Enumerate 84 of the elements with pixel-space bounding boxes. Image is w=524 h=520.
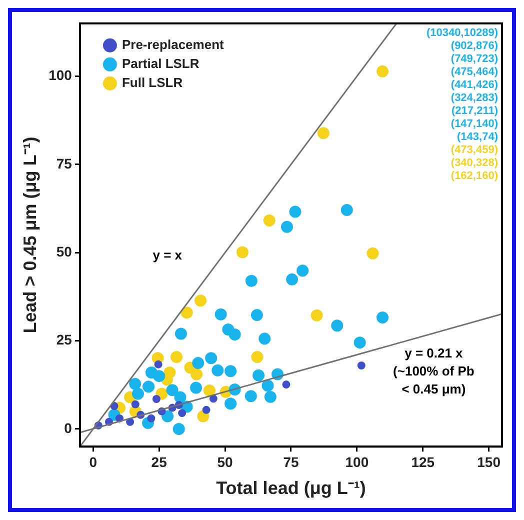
annotation: (162,160)	[450, 170, 498, 182]
y-axis-title: Lead > 0.45 μm (μg L⁻¹)	[20, 136, 40, 334]
y-tick-label: 0	[64, 420, 72, 436]
point	[310, 309, 323, 322]
point	[366, 247, 379, 260]
point	[236, 246, 248, 258]
annotation: (749,723)	[450, 52, 498, 65]
point	[340, 204, 353, 216]
point	[180, 306, 193, 319]
series-label: y = 0.21 x	[404, 345, 464, 360]
x-axis-title: Total lead (μg L⁻¹)	[216, 478, 366, 498]
point	[354, 336, 366, 349]
point	[282, 380, 290, 389]
point	[203, 384, 216, 397]
x-tick-label: 25	[151, 454, 168, 470]
legend-label: Partial LSLR	[122, 56, 200, 71]
point	[264, 390, 276, 403]
point	[192, 357, 204, 370]
point	[357, 361, 366, 370]
point	[296, 264, 309, 277]
legend-label: Pre-replacement	[122, 36, 225, 52]
point	[205, 352, 218, 364]
point	[170, 351, 182, 364]
annotation: (475,464)	[450, 66, 498, 78]
annotation: (10340,10289)	[426, 26, 498, 39]
annotation: (143,74)	[457, 130, 498, 143]
point	[147, 414, 156, 422]
x-tick-label: 75	[283, 454, 299, 470]
annotation: (217,211)	[452, 104, 498, 117]
point	[376, 65, 389, 78]
point	[281, 220, 294, 233]
point	[317, 127, 330, 140]
point	[224, 398, 237, 410]
point	[244, 390, 257, 402]
point	[212, 364, 224, 376]
x-tick-label: 50	[217, 454, 234, 470]
point	[152, 394, 160, 403]
point	[286, 273, 298, 286]
point	[214, 308, 227, 320]
point	[178, 409, 186, 418]
point	[190, 382, 202, 394]
annotation: (473,459)	[450, 144, 498, 156]
point	[202, 406, 210, 414]
x-tick-label: 0	[89, 454, 98, 470]
point	[154, 360, 162, 368]
point	[142, 380, 155, 393]
x-tick-label: 125	[411, 454, 435, 470]
point	[376, 312, 389, 324]
annotation: (324,283)	[450, 92, 498, 104]
point	[164, 366, 176, 379]
annotation: (~100% of Pb < 0.45 μm)	[393, 363, 474, 396]
text: y = x	[152, 248, 183, 263]
x-tick-label: 150	[477, 454, 501, 470]
annotation: (441,426)	[450, 78, 498, 91]
point	[166, 384, 178, 396]
point	[251, 351, 264, 364]
y-tick-label: 50	[56, 243, 72, 260]
point	[129, 378, 142, 390]
point	[132, 388, 144, 400]
point	[252, 369, 265, 382]
point	[258, 332, 271, 345]
point	[172, 422, 185, 435]
y-tick-label: 100	[48, 67, 72, 84]
point	[224, 365, 237, 378]
point	[228, 328, 241, 340]
point	[331, 320, 344, 332]
annotation: (902,876)	[450, 40, 498, 52]
point	[245, 274, 258, 287]
point	[194, 294, 207, 307]
point	[190, 368, 203, 380]
legend-label: Full LSLR	[122, 74, 184, 90]
x-tick-label: 100	[345, 454, 369, 470]
point	[250, 309, 263, 322]
point	[262, 380, 274, 392]
point	[153, 370, 166, 382]
point	[289, 206, 302, 218]
point	[162, 410, 174, 422]
y-tick-label: 75	[56, 155, 72, 172]
point	[174, 328, 187, 340]
annotation: (340,328)	[450, 156, 498, 169]
point	[131, 400, 140, 408]
y-tick-label: 25	[56, 332, 72, 348]
point	[263, 214, 276, 227]
annotation: (147,140)	[450, 118, 498, 130]
